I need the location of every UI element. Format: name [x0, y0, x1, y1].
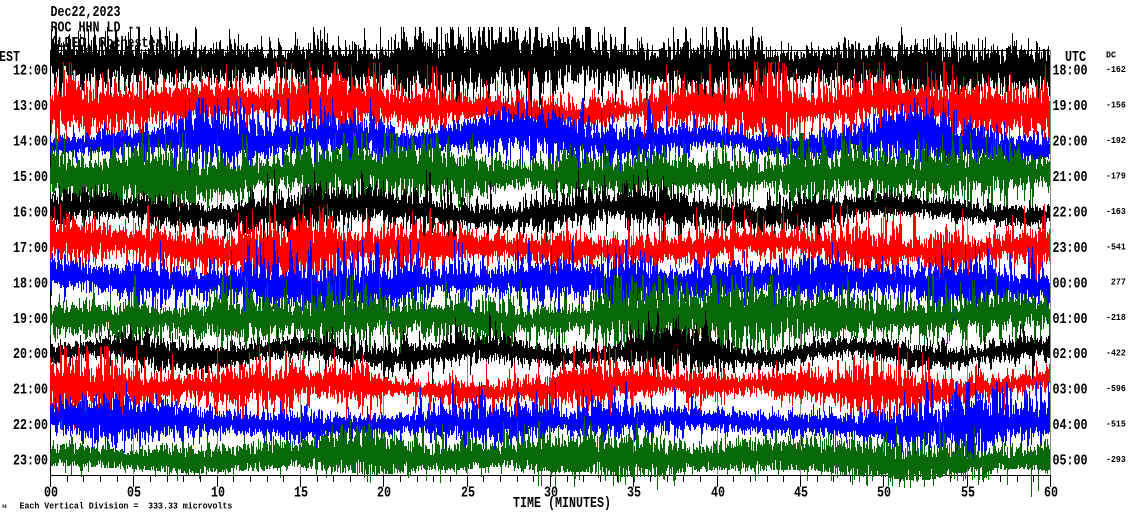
svg-text:05:00: 05:00: [1053, 453, 1088, 470]
svg-text:18:00: 18:00: [1053, 63, 1088, 80]
svg-text:03:00: 03:00: [1053, 382, 1088, 399]
svg-text:17:00: 17:00: [13, 240, 48, 257]
svg-text:19:00: 19:00: [1053, 98, 1088, 115]
svg-text:-596: -596: [1106, 384, 1126, 394]
svg-text:04:00: 04:00: [1053, 417, 1088, 434]
svg-text:18:00: 18:00: [13, 275, 48, 292]
svg-text:21:00: 21:00: [13, 382, 48, 399]
svg-text:-156: -156: [1106, 100, 1126, 110]
svg-text:15: 15: [294, 485, 308, 502]
svg-text:M: M: [2, 505, 7, 510]
svg-text:45: 45: [794, 485, 808, 502]
svg-text:20:00: 20:00: [1053, 134, 1088, 151]
svg-text:22:00: 22:00: [13, 417, 48, 434]
svg-text:21:00: 21:00: [1053, 169, 1088, 186]
svg-text:-515: -515: [1106, 420, 1126, 430]
svg-text:35: 35: [627, 485, 641, 502]
svg-text:EST: EST: [0, 49, 20, 66]
svg-text:12:00: 12:00: [13, 63, 48, 80]
svg-text:00: 00: [44, 485, 58, 502]
svg-text:14:00: 14:00: [13, 134, 48, 151]
svg-text:20:00: 20:00: [13, 346, 48, 363]
svg-text:-162: -162: [1106, 65, 1126, 75]
svg-text:UTC: UTC: [1065, 49, 1086, 66]
svg-text:TIME (MINUTES): TIME (MINUTES): [513, 495, 611, 512]
svg-text:Dec22,2023: Dec22,2023: [51, 4, 121, 21]
svg-text:13:00: 13:00: [13, 98, 48, 115]
svg-text:277: 277: [1111, 278, 1126, 288]
svg-text:25: 25: [461, 485, 475, 502]
svg-text:-192: -192: [1106, 136, 1126, 146]
svg-text:-293: -293: [1106, 455, 1126, 465]
svg-text:DC: DC: [1106, 51, 1116, 61]
svg-text:23:00: 23:00: [1053, 240, 1088, 257]
svg-text:20: 20: [377, 485, 391, 502]
svg-text:19:00: 19:00: [13, 311, 48, 328]
svg-text:00:00: 00:00: [1053, 275, 1088, 292]
svg-text:(LDEO, Rochester): (LDEO, Rochester): [51, 35, 170, 52]
svg-text:22:00: 22:00: [1053, 204, 1088, 221]
svg-text:10: 10: [211, 485, 225, 502]
svg-text:15:00: 15:00: [13, 169, 48, 186]
svg-text:60: 60: [1044, 485, 1058, 502]
svg-text:-218: -218: [1106, 313, 1126, 323]
svg-text:02:00: 02:00: [1053, 346, 1088, 363]
svg-text:ROC HHN LD --: ROC HHN LD --: [51, 20, 142, 37]
svg-text:Each Vertical Division = 333.: Each Vertical Division = 333.33 microvol…: [20, 502, 233, 512]
svg-text:50: 50: [877, 485, 891, 502]
svg-text:05: 05: [127, 485, 141, 502]
svg-text:30: 30: [544, 485, 558, 502]
svg-text:55: 55: [961, 485, 975, 502]
svg-text:40: 40: [711, 485, 725, 502]
svg-text:-541: -541: [1106, 242, 1126, 252]
svg-text:16:00: 16:00: [13, 204, 48, 221]
svg-text:-163: -163: [1106, 207, 1126, 217]
svg-text:-422: -422: [1106, 349, 1126, 359]
svg-text:-179: -179: [1106, 171, 1126, 181]
svg-text:01:00: 01:00: [1053, 311, 1088, 328]
svg-text:23:00: 23:00: [13, 453, 48, 470]
